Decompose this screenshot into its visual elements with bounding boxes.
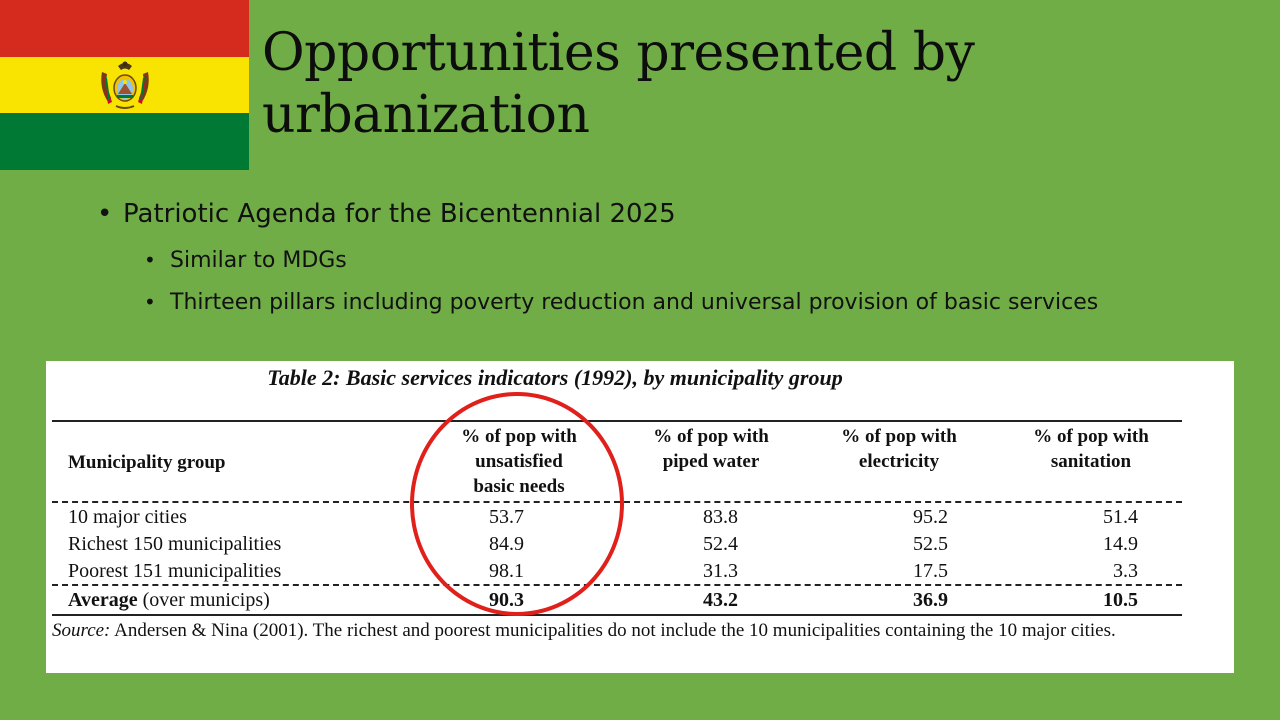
row-label: Poorest 151 municipalities — [68, 560, 282, 582]
bullet-level2: • Similar to MDGs — [144, 244, 1170, 277]
bullet-level2: • Thirteen pillars including poverty red… — [144, 286, 1170, 319]
bullet-dot: • — [97, 199, 113, 229]
cell-piped-water: 31.3 — [703, 560, 738, 582]
slide-title: Opportunities presented by urbanization — [262, 23, 975, 145]
header-piped-water: % of pop with piped water — [626, 424, 796, 474]
cell-electricity: 52.5 — [913, 533, 948, 555]
row-label: 10 major cities — [68, 506, 187, 528]
header-line: piped water — [662, 451, 760, 472]
source-label: Source: — [52, 620, 111, 641]
bolivia-flag-icon — [0, 0, 249, 170]
cell-piped-water: 52.4 — [703, 533, 738, 555]
header-sanitation: % of pop with sanitation — [1006, 424, 1176, 474]
source-text: Andersen & Nina (2001). The richest and … — [110, 620, 1116, 641]
row-label: Richest 150 municipalities — [68, 533, 282, 555]
header-municipality-group: Municipality group — [68, 452, 226, 473]
cell-piped-water: 83.8 — [703, 506, 738, 528]
header-electricity: % of pop with electricity — [814, 424, 984, 474]
bullet-text: Similar to MDGs — [170, 248, 347, 273]
average-electricity: 36.9 — [913, 589, 948, 611]
flag-green-band — [0, 113, 249, 170]
bullet-dot: • — [144, 290, 156, 314]
average-label-bold: Average — [68, 589, 138, 611]
cell-electricity: 95.2 — [913, 506, 948, 528]
table-top-rule — [52, 420, 1182, 422]
bullet-dot: • — [144, 248, 156, 272]
average-row-label: Average (over municips) — [68, 587, 270, 614]
table-bottom-rule — [52, 614, 1182, 616]
cell-sanitation: 51.4 — [1103, 506, 1138, 528]
coat-of-arms-icon — [101, 61, 149, 109]
header-line: electricity — [858, 451, 940, 472]
table-source-note: Source: Andersen & Nina (2001). The rich… — [52, 617, 1232, 644]
header-line: sanitation — [1050, 451, 1132, 472]
highlight-circle — [410, 392, 624, 616]
bullet-text: Patriotic Agenda for the Bicentennial 20… — [123, 199, 676, 229]
header-line: % of pop with — [841, 426, 957, 447]
flag-red-band — [0, 0, 249, 57]
cell-sanitation: 14.9 — [1103, 533, 1138, 555]
cell-sanitation: 3.3 — [1113, 560, 1138, 582]
table-average-rule — [52, 584, 1182, 586]
basic-services-table: Table 2: Basic services indicators (1992… — [46, 361, 1234, 673]
average-piped-water: 43.2 — [703, 589, 738, 611]
bullet-text: Thirteen pillars including poverty reduc… — [170, 290, 1099, 315]
average-label-rest: (over municips) — [137, 589, 270, 611]
table-caption: Table 2: Basic services indicators (1992… — [267, 365, 843, 390]
average-sanitation: 10.5 — [1103, 589, 1138, 611]
header-line: % of pop with — [653, 426, 769, 447]
bullet-level1: • Patriotic Agenda for the Bicentennial … — [97, 199, 676, 229]
cell-electricity: 17.5 — [913, 560, 948, 582]
header-line: % of pop with — [1033, 426, 1149, 447]
